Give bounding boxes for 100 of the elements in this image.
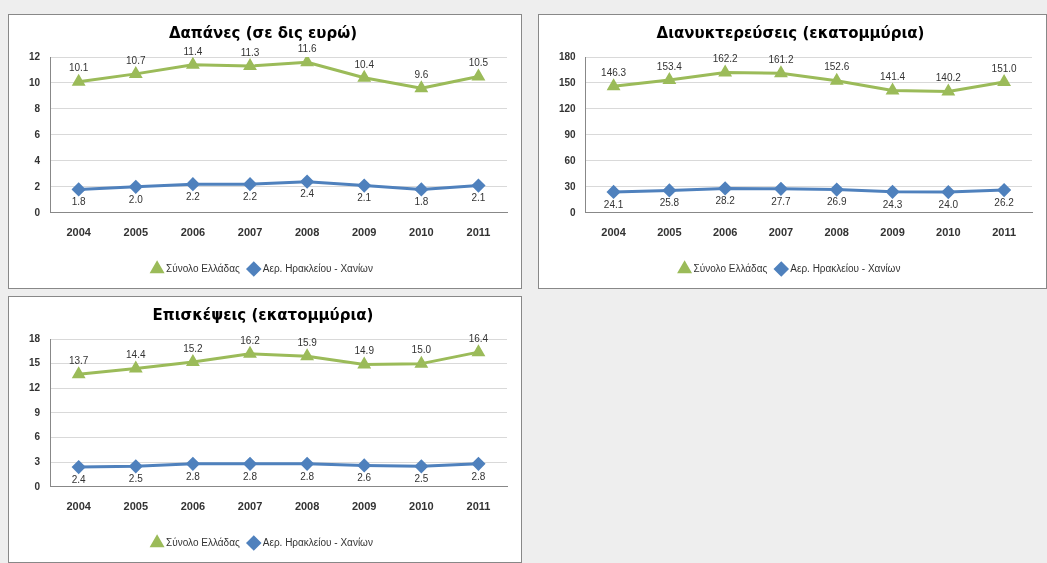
data-label: 26.9 <box>827 196 847 208</box>
y-tick-label: 120 <box>559 102 577 114</box>
data-label: 2.5 <box>128 473 144 485</box>
point <box>472 69 485 81</box>
legend-label: Αερ. Ηρακλείου - Χανίων <box>790 262 901 274</box>
data-label: 2.0 <box>128 193 144 205</box>
y-tick-label: 90 <box>564 128 577 140</box>
point <box>300 175 314 189</box>
data-label: 2.8 <box>471 470 486 482</box>
legend-label: Αερ. Ηρακλείου - Χανίων <box>262 536 373 548</box>
y-tick-label: 4 <box>34 154 41 166</box>
chart-title: Διανυκτερεύσεις (εκατομμύρια) <box>656 23 925 42</box>
x-tick-label: 2011 <box>992 226 1017 239</box>
point <box>997 183 1011 197</box>
y-tick-label: 180 <box>559 50 577 62</box>
point <box>941 185 955 199</box>
point <box>358 357 371 369</box>
x-tick-label: 2004 <box>601 226 627 239</box>
data-label: 141.4 <box>880 71 906 83</box>
point <box>718 181 732 195</box>
data-label: 1.8 <box>71 196 87 208</box>
x-tick-label: 2009 <box>351 226 377 239</box>
data-label: 146.3 <box>601 66 627 78</box>
legend-label: Σύνολο Ελλάδας <box>693 262 768 274</box>
point <box>830 183 844 197</box>
point <box>357 179 371 193</box>
x-tick-label: 2010 <box>409 500 434 513</box>
point <box>187 355 199 366</box>
data-label: 13.7 <box>68 355 89 367</box>
point <box>472 345 485 357</box>
data-label: 2.4 <box>71 473 87 485</box>
data-label: 152.6 <box>824 61 850 73</box>
y-tick-label: 150 <box>559 76 577 88</box>
point <box>886 83 899 95</box>
data-label: 2.6 <box>357 472 372 484</box>
data-label: 16.4 <box>468 332 489 344</box>
x-tick-label: 2004 <box>66 226 92 239</box>
point <box>775 66 787 78</box>
point <box>243 177 257 191</box>
point <box>301 57 313 67</box>
data-label: 24.3 <box>882 198 903 210</box>
y-tick-label: 60 <box>564 154 577 166</box>
point <box>187 58 199 69</box>
chart-title: Επισκέψεις (εκατομμύρια) <box>152 305 374 324</box>
point <box>471 457 485 471</box>
point <box>357 458 371 472</box>
data-label: 9.6 <box>414 68 429 80</box>
y-tick-label: 30 <box>564 180 577 192</box>
y-tick-label: 6 <box>34 128 41 140</box>
data-label: 10.1 <box>68 62 89 74</box>
y-tick-label: 2 <box>34 180 41 192</box>
data-label: 14.9 <box>354 345 375 357</box>
point <box>186 177 200 191</box>
point <box>663 73 676 85</box>
data-label: 10.7 <box>126 54 146 66</box>
point <box>129 67 142 78</box>
x-tick-label: 2006 <box>180 500 206 513</box>
y-tick-label: 6 <box>34 431 41 443</box>
data-label: 11.6 <box>297 42 317 54</box>
y-tick-label: 18 <box>29 332 41 344</box>
x-tick-label: 2009 <box>351 500 377 513</box>
data-label: 2.1 <box>471 192 486 204</box>
x-tick-label: 2008 <box>294 500 320 513</box>
point <box>414 182 428 196</box>
legend-label: Αερ. Ηρακλείου - Χανίων <box>262 262 373 274</box>
point <box>471 179 485 193</box>
data-label: 161.2 <box>768 54 794 66</box>
y-tick-label: 8 <box>34 102 41 114</box>
x-tick-label: 2009 <box>880 226 905 239</box>
x-tick-label: 2008 <box>824 226 849 239</box>
point <box>998 75 1010 87</box>
x-tick-label: 2005 <box>123 226 149 239</box>
data-label: 10.5 <box>468 57 489 69</box>
point <box>72 367 85 379</box>
data-label: 153.4 <box>656 60 683 72</box>
x-tick-label: 2008 <box>294 226 320 239</box>
data-label: 2.8 <box>243 470 258 482</box>
point <box>301 349 313 361</box>
data-label: 15.2 <box>183 342 204 354</box>
x-tick-label: 2004 <box>66 500 92 513</box>
point <box>662 183 676 197</box>
y-tick-label: 0 <box>34 480 41 492</box>
x-tick-label: 2010 <box>936 226 961 239</box>
point <box>243 457 257 471</box>
point <box>186 457 200 471</box>
data-label: 2.2 <box>185 190 201 202</box>
legend-label: Σύνολο Ελλάδας <box>166 262 240 274</box>
data-label: 2.1 <box>357 192 372 204</box>
x-tick-label: 2006 <box>180 226 206 239</box>
point <box>72 182 86 196</box>
legend-label: Σύνολο Ελλάδας <box>166 536 240 548</box>
data-label: 28.2 <box>715 195 736 207</box>
data-label: 24.0 <box>938 198 959 210</box>
data-label: 2.4 <box>300 188 315 200</box>
y-tick-label: 10 <box>29 76 41 88</box>
point <box>129 180 143 194</box>
x-tick-label: 2005 <box>657 226 682 239</box>
point <box>942 84 955 96</box>
data-label: 140.2 <box>935 72 962 84</box>
y-tick-label: 0 <box>34 206 41 218</box>
